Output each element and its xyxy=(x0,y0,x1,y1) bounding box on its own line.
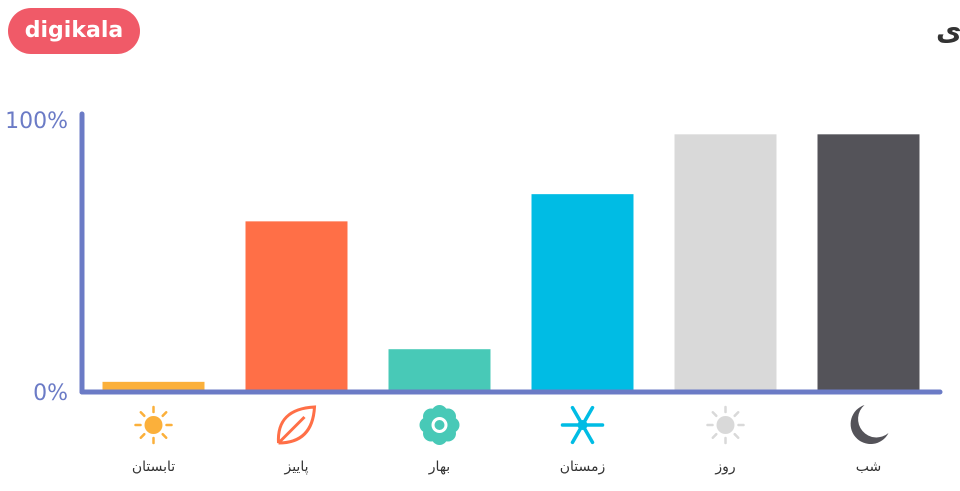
bar xyxy=(674,134,777,390)
x-tick-label: روز xyxy=(714,459,735,475)
category-icon xyxy=(850,405,889,445)
y-tick-label: 0% xyxy=(33,381,68,406)
bar xyxy=(388,349,491,390)
icon-ray xyxy=(733,432,740,439)
icon-shape xyxy=(276,405,317,445)
category-icon xyxy=(134,405,173,445)
icon-shape xyxy=(144,416,163,434)
x-tick-label: شب xyxy=(856,459,881,475)
icon-ray xyxy=(711,432,718,439)
icon-center xyxy=(434,420,445,430)
icon-ray xyxy=(161,432,168,439)
category-icon xyxy=(560,405,605,445)
x-tick-label: زمستان xyxy=(560,459,606,475)
bar xyxy=(102,381,205,390)
x-tick-label: پاییز xyxy=(283,459,308,475)
category-icon xyxy=(706,405,745,445)
logo: digikala xyxy=(25,18,123,43)
logo-badge xyxy=(8,8,140,54)
y-tick-label: 100% xyxy=(5,109,68,134)
x-tick-label: تابستان xyxy=(132,459,175,475)
category-icon xyxy=(276,405,317,445)
icon-ray xyxy=(711,411,718,418)
category-icon xyxy=(419,405,460,445)
icon-ray xyxy=(139,432,146,439)
bar xyxy=(817,134,920,390)
icon-ray xyxy=(161,411,168,418)
x-tick-label: بهار xyxy=(428,459,450,475)
bar xyxy=(245,221,348,390)
icon-shape xyxy=(850,405,889,445)
icon-center xyxy=(577,420,588,430)
icon-ray xyxy=(139,411,146,418)
chart-title: فصل پیشنهادی xyxy=(936,14,960,47)
icon-shape xyxy=(716,416,735,434)
icon-ray xyxy=(733,411,740,418)
bar xyxy=(531,194,634,390)
